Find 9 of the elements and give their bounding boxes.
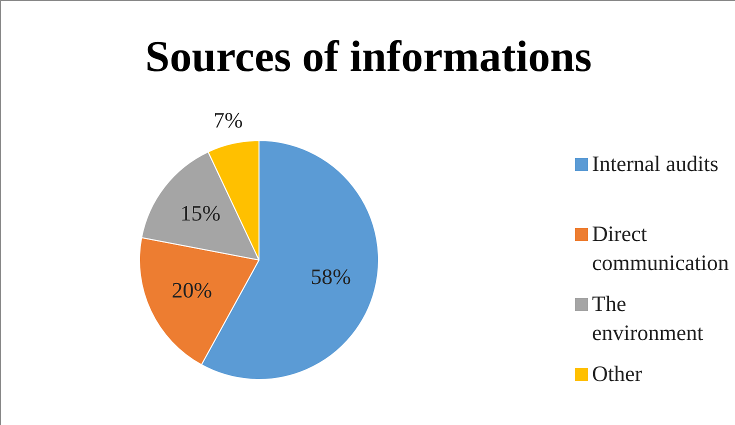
chart-title: Sources of informations (144, 31, 593, 82)
data-label: 7% (213, 108, 243, 133)
data-label: 15% (180, 200, 221, 226)
legend-label: Direct communication (592, 221, 729, 275)
data-label: 58% (310, 264, 351, 290)
legend-label: Internal audits (592, 151, 718, 176)
legend-label: The environment (592, 291, 704, 345)
data-label: 20% (172, 277, 212, 302)
legend-label: Other (592, 361, 642, 386)
